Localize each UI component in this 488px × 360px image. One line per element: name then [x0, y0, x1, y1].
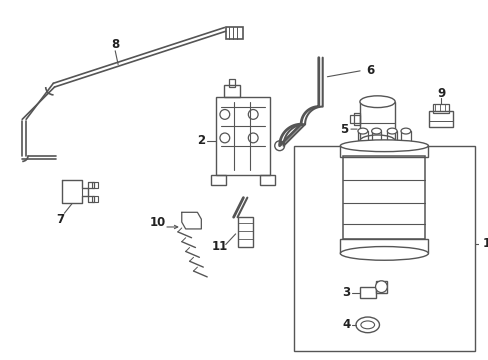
Text: 3: 3	[342, 286, 349, 299]
Bar	[359, 287, 375, 298]
Ellipse shape	[340, 140, 427, 152]
Ellipse shape	[248, 109, 258, 119]
Bar	[216, 97, 269, 175]
Ellipse shape	[220, 109, 229, 119]
Bar	[359, 102, 394, 141]
Bar	[428, 112, 452, 127]
Bar	[375, 281, 386, 293]
Ellipse shape	[357, 128, 367, 134]
Bar	[260, 175, 274, 185]
Bar	[225, 27, 243, 39]
Text: 5: 5	[340, 123, 347, 136]
Ellipse shape	[274, 141, 284, 150]
Bar	[357, 131, 367, 149]
Bar	[340, 239, 427, 253]
Bar	[371, 131, 381, 149]
Bar	[386, 131, 396, 149]
Bar	[432, 104, 448, 113]
Text: 10: 10	[150, 216, 166, 229]
Ellipse shape	[220, 133, 229, 143]
Text: 7: 7	[56, 213, 64, 226]
Bar	[224, 85, 239, 97]
Text: 11: 11	[211, 240, 227, 253]
Ellipse shape	[360, 321, 374, 329]
Bar	[211, 175, 225, 185]
Text: 2: 2	[197, 134, 205, 147]
Bar	[92, 196, 98, 202]
Bar	[228, 79, 234, 87]
Text: 6: 6	[366, 64, 374, 77]
Bar	[237, 217, 253, 247]
Bar	[343, 156, 425, 239]
Ellipse shape	[340, 247, 427, 260]
Text: 1: 1	[482, 237, 488, 250]
Bar	[400, 131, 410, 149]
Bar	[294, 146, 474, 351]
Ellipse shape	[359, 96, 394, 108]
Ellipse shape	[248, 133, 258, 143]
Bar	[349, 116, 359, 123]
Ellipse shape	[359, 135, 394, 147]
Ellipse shape	[375, 281, 386, 293]
Text: 4: 4	[342, 318, 349, 331]
Ellipse shape	[386, 128, 396, 134]
Bar	[340, 146, 427, 157]
Ellipse shape	[355, 317, 379, 333]
Ellipse shape	[371, 128, 381, 134]
Text: 9: 9	[436, 87, 445, 100]
Ellipse shape	[400, 128, 410, 134]
Bar	[92, 182, 98, 188]
Text: 8: 8	[111, 39, 119, 51]
